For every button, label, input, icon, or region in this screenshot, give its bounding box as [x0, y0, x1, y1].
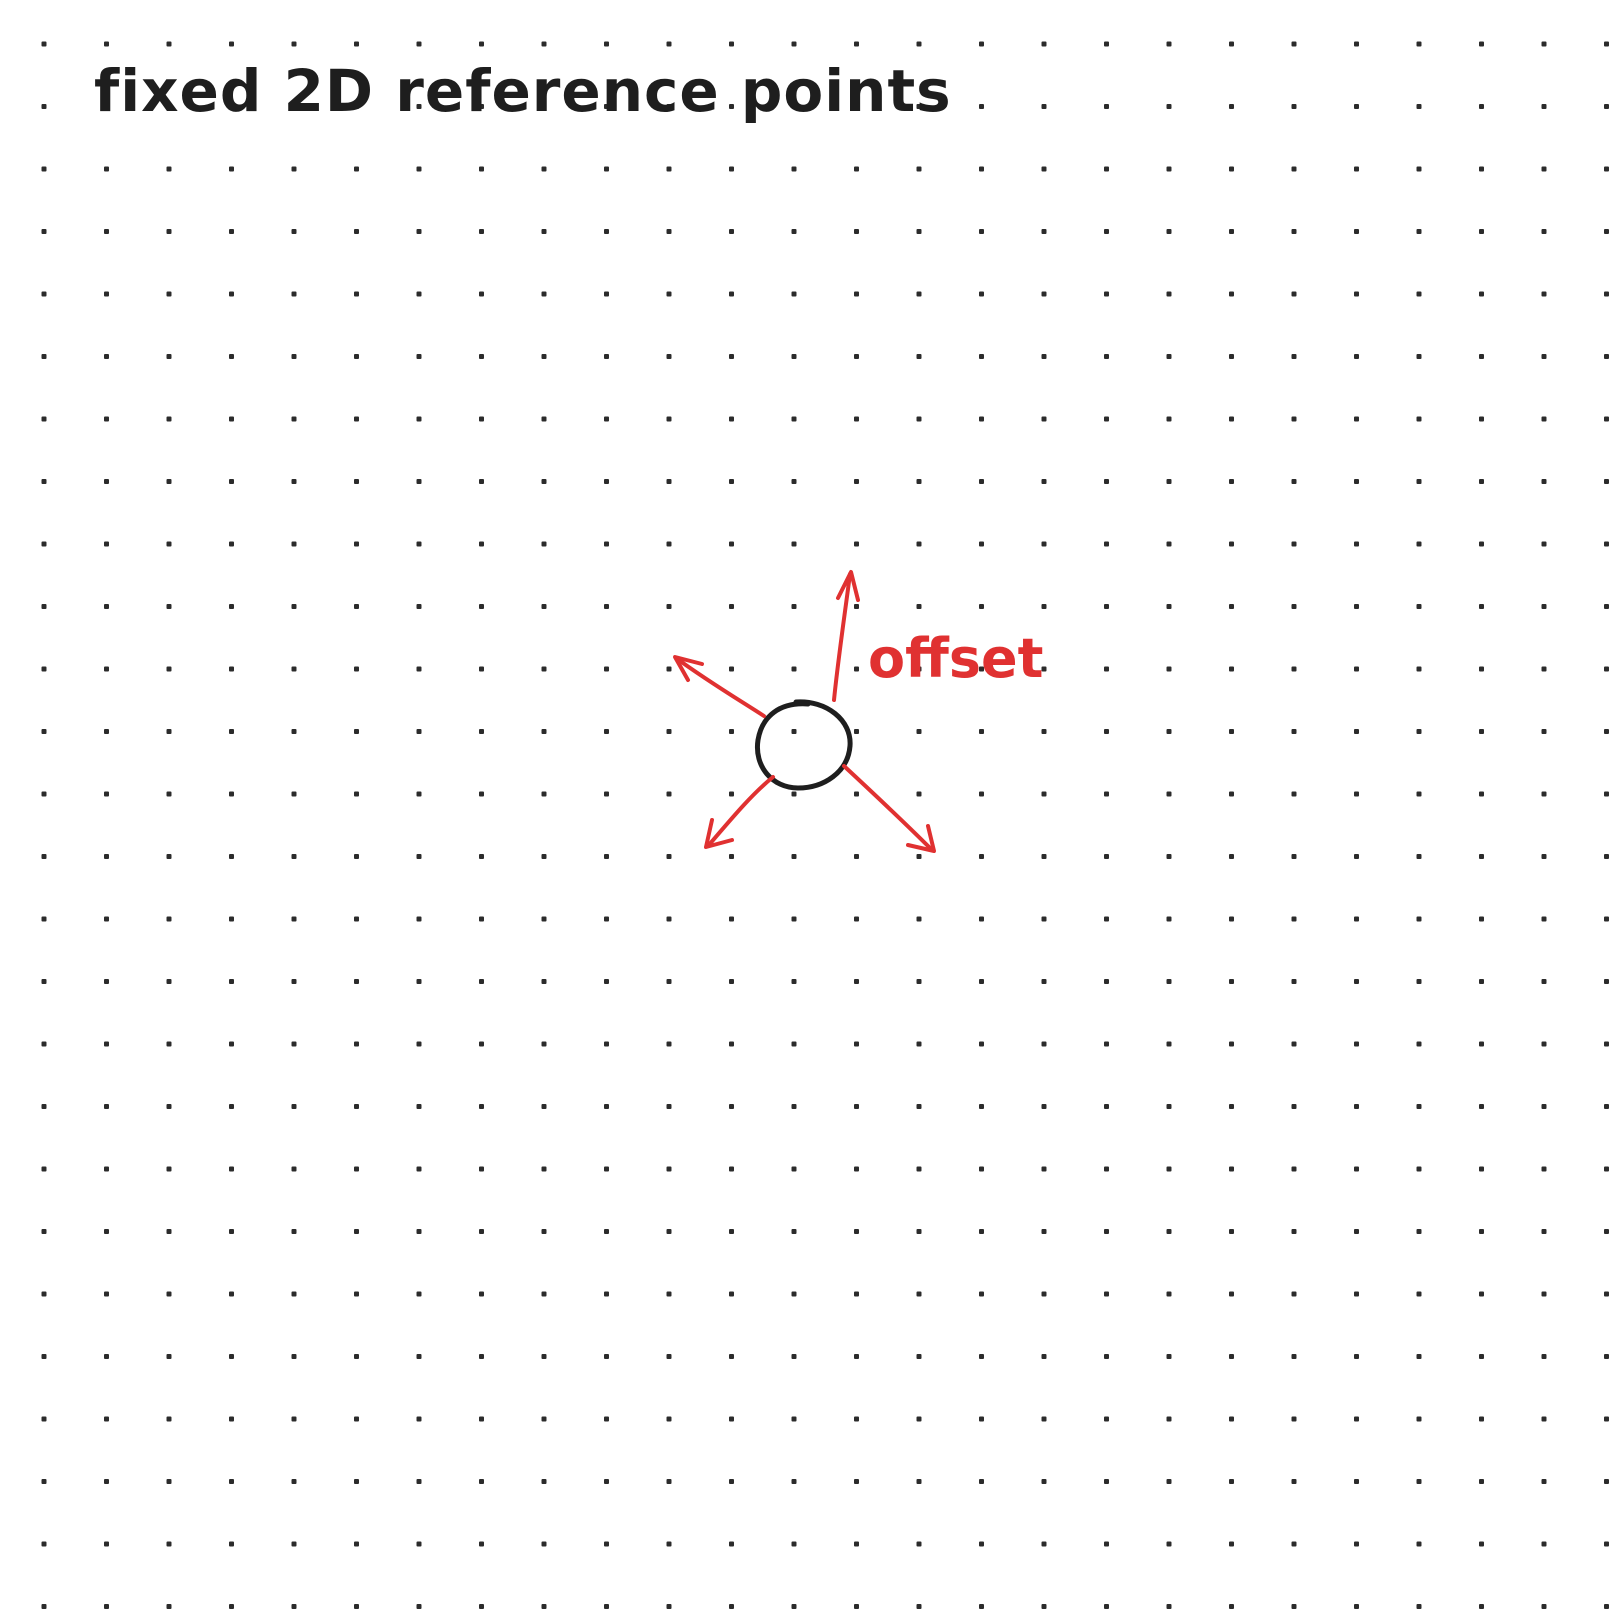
- offset-arrow-upper-left: [673, 655, 766, 718]
- offset-arrow-lower-left: [704, 775, 775, 849]
- diagram-title: fixed 2D reference points: [94, 57, 952, 125]
- reference-point-circle[interactable]: [754, 699, 853, 791]
- offset-arrow-lower-right: [842, 764, 936, 853]
- offset-arrow-up: [832, 570, 860, 702]
- offset-label: offset: [868, 627, 1044, 690]
